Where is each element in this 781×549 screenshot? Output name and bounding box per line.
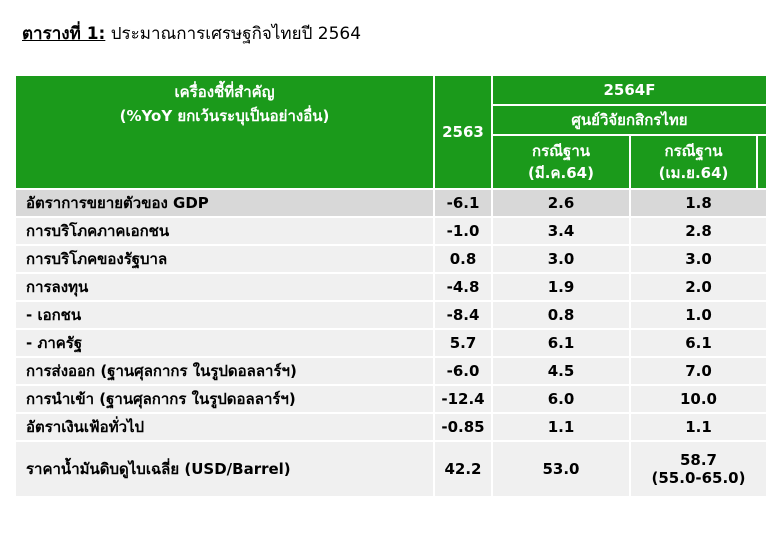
value-2563-cell: 42.2 — [433, 440, 493, 498]
scenario-apr-header: กรณีฐาน (เม.ย.64) — [629, 134, 758, 190]
table-caption: ตารางที่ 1: ประมาณการเศรษฐกิจไทยปี 2564 — [22, 20, 361, 47]
value-apr64-cell: 1.0 — [629, 300, 768, 330]
scenario-mar-line1: กรณีฐาน — [531, 142, 590, 160]
indicator-header-line1: เครื่องชี้ที่สำคัญ — [174, 83, 275, 101]
value-mar64-cell: 4.5 — [491, 356, 631, 386]
table-row: อัตราการขยายตัวของ GDP -6.1 2.6 1.8 — [14, 188, 768, 218]
indicator-cell: - เอกชน — [14, 300, 435, 330]
scenario-mar-header: กรณีฐาน (มี.ค.64) — [491, 134, 631, 190]
table-row: การลงทุน -4.8 1.9 2.0 — [14, 272, 768, 302]
year-2563-header: 2563 — [433, 74, 493, 190]
value-apr64-cell: 1.1 — [629, 412, 768, 442]
value-mar64-cell: 0.8 — [491, 300, 631, 330]
table-row: - ภาครัฐ 5.7 6.1 6.1 — [14, 328, 768, 358]
scenario-apr-line2: (เม.ย.64) — [658, 164, 729, 182]
table-row: ราคาน้ำมันดิบดูไบเฉลี่ย (USD/Barrel) 42.… — [14, 440, 768, 498]
value-mar64-cell: 53.0 — [491, 440, 631, 498]
indicator-cell: การนำเข้า (ฐานศุลกากร ในรูปดอลลาร์ฯ) — [14, 384, 435, 414]
table-title: ประมาณการเศรษฐกิจไทยปี 2564 — [110, 24, 362, 44]
indicator-cell: อัตราเงินเฟ้อทั่วไป — [14, 412, 435, 442]
value-apr64-cell: 7.0 — [629, 356, 768, 386]
table-number: ตารางที่ 1: — [22, 24, 106, 44]
scenario-apr-line1: กรณีฐาน — [664, 142, 723, 160]
value-2563-cell: -0.85 — [433, 412, 493, 442]
table-row: การส่งออก (ฐานศุลกากร ในรูปดอลลาร์ฯ) -6.… — [14, 356, 768, 386]
value-2563-cell: -12.4 — [433, 384, 493, 414]
indicator-cell: การลงทุน — [14, 272, 435, 302]
value-mar64-cell: 2.6 — [491, 188, 631, 218]
header-spacer — [756, 134, 768, 190]
indicator-header: เครื่องชี้ที่สำคัญ (%YoY ยกเว้นระบุเป็นอ… — [14, 74, 435, 190]
value-mar64-cell: 3.0 — [491, 244, 631, 274]
table-row: การบริโภคภาคเอกชน -1.0 3.4 2.8 — [14, 216, 768, 246]
value-apr64-range: (55.0-65.0) — [651, 469, 746, 487]
value-apr64-cell: 58.7 (55.0-65.0) — [629, 440, 768, 498]
value-apr64-cell: 1.8 — [629, 188, 768, 218]
table-row: อัตราเงินเฟ้อทั่วไป -0.85 1.1 1.1 — [14, 412, 768, 442]
indicator-cell: อัตราการขยายตัวของ GDP — [14, 188, 435, 218]
forecast-table: เครื่องชี้ที่สำคัญ (%YoY ยกเว้นระบุเป็นอ… — [14, 74, 768, 498]
value-apr64-cell: 2.0 — [629, 272, 768, 302]
value-2563-cell: 5.7 — [433, 328, 493, 358]
value-mar64-cell: 1.1 — [491, 412, 631, 442]
value-apr64-cell: 3.0 — [629, 244, 768, 274]
table-row: การนำเข้า (ฐานศุลกากร ในรูปดอลลาร์ฯ) -12… — [14, 384, 768, 414]
value-mar64-cell: 3.4 — [491, 216, 631, 246]
value-2563-cell: -1.0 — [433, 216, 493, 246]
value-apr64-cell: 6.1 — [629, 328, 768, 358]
table-row: - เอกชน -8.4 0.8 1.0 — [14, 300, 768, 330]
value-2563-cell: 0.8 — [433, 244, 493, 274]
indicator-cell: ราคาน้ำมันดิบดูไบเฉลี่ย (USD/Barrel) — [14, 440, 435, 498]
indicator-header-line2: (%YoY ยกเว้นระบุเป็นอย่างอื่น) — [119, 107, 330, 125]
value-mar64-cell: 1.9 — [491, 272, 631, 302]
value-2563-cell: -6.0 — [433, 356, 493, 386]
value-apr64-cell: 10.0 — [629, 384, 768, 414]
year-2564f-header: 2564F — [491, 74, 768, 106]
indicator-cell: การบริโภคภาคเอกชน — [14, 216, 435, 246]
indicator-cell: - ภาครัฐ — [14, 328, 435, 358]
value-2563-cell: -4.8 — [433, 272, 493, 302]
table-row: การบริโภคของรัฐบาล 0.8 3.0 3.0 — [14, 244, 768, 274]
indicator-cell: การส่งออก (ฐานศุลกากร ในรูปดอลลาร์ฯ) — [14, 356, 435, 386]
value-apr64-cell: 2.8 — [629, 216, 768, 246]
value-2563-cell: -8.4 — [433, 300, 493, 330]
scenario-mar-line2: (มี.ค.64) — [528, 164, 594, 182]
indicator-cell: การบริโภคของรัฐบาล — [14, 244, 435, 274]
source-header: ศูนย์วิจัยกสิกรไทย — [491, 104, 768, 136]
value-apr64-point: 58.7 — [679, 451, 717, 469]
value-mar64-cell: 6.0 — [491, 384, 631, 414]
value-mar64-cell: 6.1 — [491, 328, 631, 358]
value-2563-cell: -6.1 — [433, 188, 493, 218]
